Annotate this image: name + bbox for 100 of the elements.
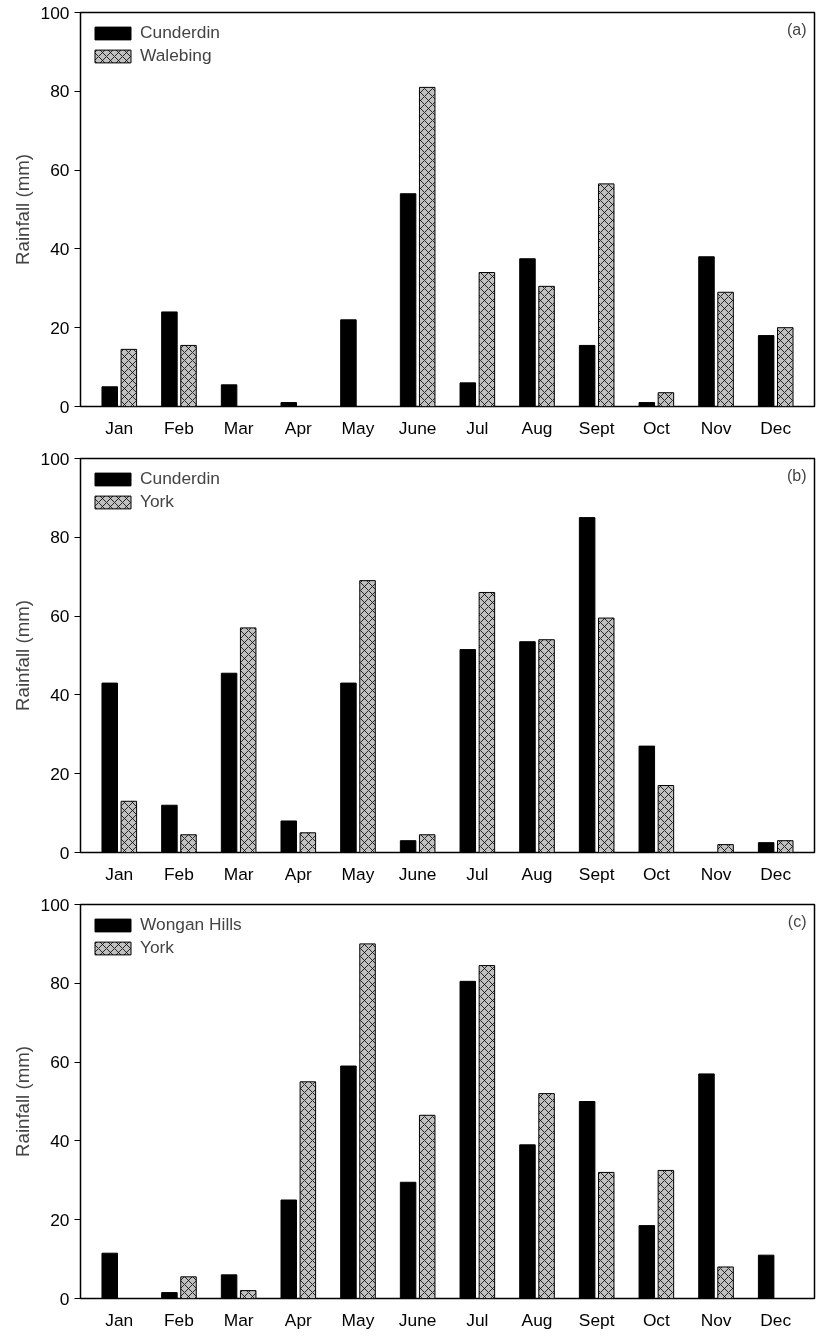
y-tick-label: 100 bbox=[40, 894, 70, 915]
bar bbox=[399, 193, 417, 407]
y-tick-label: 80 bbox=[50, 81, 70, 102]
x-tick-label: Jul bbox=[466, 1309, 489, 1330]
bar bbox=[161, 311, 178, 407]
bar bbox=[459, 382, 477, 407]
legend-label: Wongan Hills bbox=[140, 914, 242, 935]
legend-label: York bbox=[140, 937, 175, 958]
x-tick-label: Oct bbox=[642, 417, 671, 438]
y-tick-label: 60 bbox=[50, 606, 70, 627]
y-tick-label: 20 bbox=[50, 317, 70, 338]
annotation: (b) bbox=[786, 466, 807, 484]
bar bbox=[519, 641, 536, 853]
legend-label: Cunderdin bbox=[140, 468, 220, 489]
x-tick-label: Sept bbox=[578, 863, 615, 884]
bar bbox=[698, 256, 715, 407]
y-tick-label: 0 bbox=[59, 842, 70, 863]
x-tick-label: Nov bbox=[700, 863, 732, 884]
bar bbox=[220, 384, 238, 407]
bar bbox=[340, 1065, 357, 1299]
legend-label: Walebing bbox=[140, 45, 212, 66]
bar bbox=[578, 1101, 596, 1299]
y-tick-label: 100 bbox=[40, 448, 70, 469]
x-tick-label: Aug bbox=[521, 863, 553, 884]
y-tick-label: 20 bbox=[50, 763, 70, 784]
x-tick-label: Apr bbox=[284, 417, 313, 438]
x-tick-label: May bbox=[341, 417, 375, 438]
y-tick-label: 80 bbox=[50, 973, 70, 994]
y-axis-title: Rainfall (mm) bbox=[11, 600, 33, 711]
x-tick-label: Mar bbox=[223, 1309, 254, 1330]
x-tick-label: May bbox=[341, 863, 375, 884]
x-tick-label: Jul bbox=[466, 417, 489, 438]
bar bbox=[340, 319, 357, 407]
bar bbox=[638, 1225, 656, 1299]
bar bbox=[638, 402, 656, 407]
bar bbox=[101, 1252, 118, 1299]
bar bbox=[698, 1073, 715, 1299]
x-tick-label: Sept bbox=[578, 417, 615, 438]
y-tick-label: 40 bbox=[50, 684, 70, 705]
bar bbox=[519, 258, 536, 407]
x-tick-label: Feb bbox=[164, 1309, 194, 1330]
y-axis-title: Rainfall (mm) bbox=[11, 154, 33, 265]
x-tick-label: June bbox=[398, 863, 437, 884]
x-tick-label: Sept bbox=[578, 1309, 615, 1330]
bar bbox=[161, 804, 178, 853]
y-tick-label: 0 bbox=[59, 1288, 70, 1309]
y-tick-label: 60 bbox=[50, 160, 70, 181]
bar bbox=[757, 335, 775, 407]
x-tick-label: Dec bbox=[760, 1309, 792, 1330]
bar bbox=[459, 649, 477, 853]
x-tick-label: Nov bbox=[700, 417, 732, 438]
x-tick-label: Oct bbox=[642, 1309, 671, 1330]
x-tick-label: Jul bbox=[466, 863, 489, 884]
x-tick-label: Feb bbox=[164, 863, 194, 884]
x-tick-label: Mar bbox=[223, 863, 254, 884]
x-tick-label: Oct bbox=[642, 863, 671, 884]
y-axis-title: Rainfall (mm) bbox=[11, 1046, 33, 1157]
x-tick-label: Jan bbox=[105, 863, 134, 884]
y-tick-label: 40 bbox=[50, 1130, 70, 1151]
x-tick-label: June bbox=[398, 1309, 437, 1330]
y-tick-label: 80 bbox=[50, 527, 70, 548]
bar bbox=[280, 1199, 298, 1299]
legend-label: York bbox=[140, 491, 175, 512]
x-tick-label: Feb bbox=[164, 417, 194, 438]
legend-label: Cunderdin bbox=[140, 22, 220, 43]
x-tick-label: June bbox=[398, 417, 437, 438]
bar bbox=[280, 820, 298, 853]
x-tick-label: Jan bbox=[105, 417, 134, 438]
bar bbox=[161, 1292, 178, 1299]
x-tick-label: May bbox=[341, 1309, 375, 1330]
bar bbox=[757, 842, 775, 853]
x-tick-label: Jan bbox=[105, 1309, 134, 1330]
bar bbox=[578, 344, 596, 407]
bar bbox=[459, 980, 477, 1299]
bar bbox=[220, 672, 238, 853]
bar bbox=[578, 517, 596, 853]
x-tick-label: Apr bbox=[284, 1309, 313, 1330]
x-tick-label: Dec bbox=[760, 863, 792, 884]
bar bbox=[101, 386, 118, 407]
x-tick-label: Aug bbox=[521, 1309, 553, 1330]
x-tick-label: Mar bbox=[223, 417, 254, 438]
bar bbox=[399, 840, 417, 853]
bar bbox=[340, 682, 357, 853]
x-tick-label: Nov bbox=[700, 1309, 732, 1330]
y-tick-label: 0 bbox=[59, 396, 70, 417]
bar bbox=[280, 402, 298, 407]
x-tick-label: Aug bbox=[521, 417, 553, 438]
y-tick-label: 40 bbox=[50, 238, 70, 259]
bar bbox=[399, 1181, 417, 1299]
y-tick-label: 100 bbox=[40, 2, 70, 23]
bar bbox=[220, 1274, 238, 1299]
annotation: (a) bbox=[786, 20, 807, 38]
y-tick-label: 20 bbox=[50, 1209, 70, 1230]
bar bbox=[638, 745, 656, 853]
annotation: (c) bbox=[787, 912, 807, 930]
bar bbox=[101, 682, 118, 853]
x-tick-label: Apr bbox=[284, 863, 313, 884]
x-tick-label: Dec bbox=[760, 417, 792, 438]
y-tick-label: 60 bbox=[50, 1052, 70, 1073]
bar bbox=[757, 1254, 775, 1299]
